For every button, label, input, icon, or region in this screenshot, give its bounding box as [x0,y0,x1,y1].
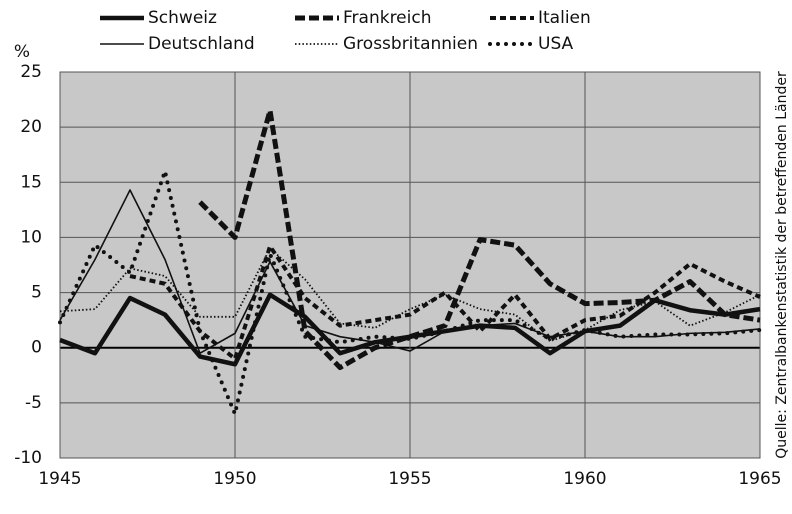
legend-label: Schweiz [148,8,217,28]
series-line [58,169,762,416]
series-line [198,108,761,371]
x-tick-label: 1960 [563,469,606,489]
x-tick-label: 1965 [738,469,781,489]
legend-label: Frankreich [343,8,432,28]
y-tick-label: 0 [31,338,42,358]
y-tick-label: -10 [14,448,42,468]
y-tick-label: 20 [20,117,42,137]
legend-label: Grossbritannien [343,34,478,54]
plot-border [59,71,761,459]
legend-label: USA [538,34,574,54]
y-tick-label: -5 [25,393,42,413]
x-tick-label: 1950 [213,469,256,489]
x-tick-label: 1955 [388,469,431,489]
y-tick-label: 25 [20,62,42,82]
y-tick-label: 10 [20,227,42,247]
y-tick-label: 5 [31,283,42,303]
y-tick-label: 15 [20,172,42,192]
legend-label: Italien [538,8,591,28]
source-note: Quelle: Zentralbankenstatistik der betre… [774,71,790,459]
series-line [59,189,761,355]
series-line [129,244,761,361]
legend-label: Deutschland [148,34,255,54]
x-tick-label: 1945 [38,469,81,489]
y-axis-label: % [14,42,30,62]
